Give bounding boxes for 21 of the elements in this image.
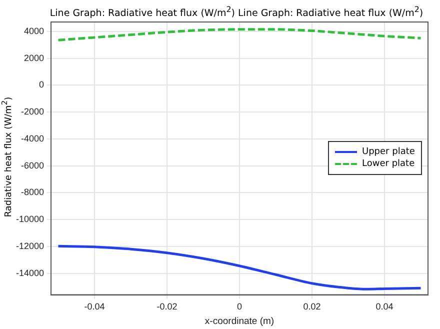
- legend-label: Lower plate: [362, 159, 415, 170]
- y-tick-label: -6000: [20, 160, 44, 170]
- line-series: [57, 28, 422, 42]
- legend-label: Upper plate: [362, 147, 415, 158]
- y-tick-label: -8000: [20, 187, 44, 198]
- x-axis-title: x-coordinate (m): [204, 316, 274, 327]
- x-tick-label: 0.04: [376, 302, 394, 312]
- chart-title: Line Graph: Radiative heat flux (W/m$^{2}$) Line Graph: Radiative heat flux (W/m$^{2}$): [48, 5, 424, 20]
- y-tick-label: 4000: [24, 26, 44, 36]
- y-tick-label: -12000: [16, 240, 44, 251]
- y-tick-label: -14000: [16, 268, 44, 278]
- x-tick-label: -0.04: [84, 302, 105, 312]
- y-tick-label: -10000: [16, 214, 44, 224]
- y-tick-label: 2000: [24, 52, 44, 63]
- x-tick-label: 0.02: [303, 302, 321, 312]
- line-series: [57, 244, 422, 290]
- x-tick-label: -0.02: [156, 302, 178, 312]
- y-tick-label: -4000: [20, 133, 44, 144]
- y-tick-label: -2000: [20, 106, 44, 117]
- x-tick-label: 0: [236, 302, 242, 312]
- y-tick-label: 0: [38, 80, 44, 90]
